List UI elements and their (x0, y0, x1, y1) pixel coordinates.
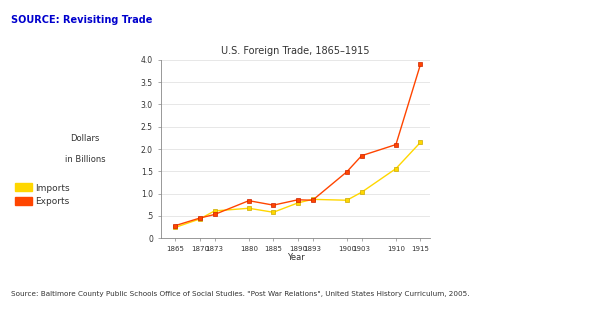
Text: Dollars: Dollars (70, 134, 100, 143)
Text: in Billions: in Billions (65, 155, 105, 164)
Text: SOURCE: Revisiting Trade: SOURCE: Revisiting Trade (11, 15, 152, 25)
Text: Source: Baltimore County Public Schools Office of Social Studies. "Post War Rela: Source: Baltimore County Public Schools … (11, 291, 470, 297)
Legend: Imports, Exports: Imports, Exports (15, 183, 70, 206)
X-axis label: Year: Year (287, 253, 304, 262)
Title: U.S. Foreign Trade, 1865–1915: U.S. Foreign Trade, 1865–1915 (221, 46, 370, 56)
